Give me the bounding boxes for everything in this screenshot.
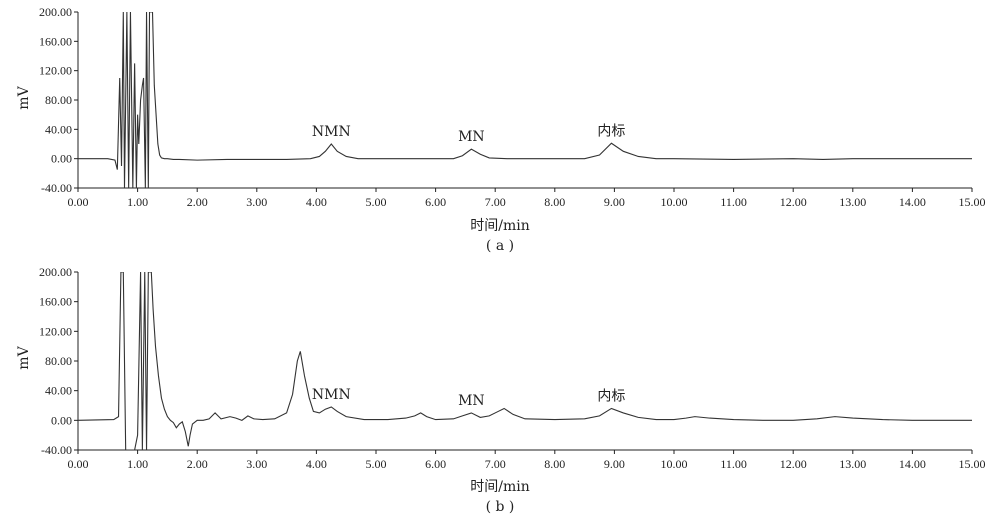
y-tick-label-a: 80.00: [45, 93, 72, 107]
x-tick-label-a: 6.00: [425, 195, 446, 209]
chromatogram-trace-a: [78, 12, 972, 188]
x-tick-label-b: 15.00: [959, 457, 986, 471]
peak-label-b: MN: [458, 393, 485, 409]
x-tick-label-a: 11.00: [720, 195, 747, 209]
peak-label-a: MN: [458, 129, 485, 145]
y-tick-label-a: 160.00: [39, 34, 72, 48]
x-tick-label-b: 9.00: [604, 457, 625, 471]
x-tick-label-b: 3.00: [246, 457, 267, 471]
x-tick-label-b: 1.00: [127, 457, 148, 471]
x-axis-label-a: 时间/min: [470, 218, 530, 234]
y-tick-label-a: 40.00: [45, 122, 72, 136]
peak-label-b: NMN: [312, 387, 351, 403]
chromatogram-trace-b: [78, 272, 972, 450]
y-axis-label-b: mV: [16, 345, 32, 369]
x-tick-label-b: 14.00: [899, 457, 926, 471]
y-axis-label-a: mV: [16, 85, 32, 109]
x-tick-label-b: 13.00: [839, 457, 866, 471]
y-tick-label-b: 0.00: [51, 413, 72, 427]
x-tick-label-b: 2.00: [187, 457, 208, 471]
x-tick-label-b: 5.00: [366, 457, 387, 471]
x-tick-label-a: 5.00: [366, 195, 387, 209]
x-tick-label-b: 4.00: [306, 457, 327, 471]
x-tick-label-b: 6.00: [425, 457, 446, 471]
chromatogram-panel-a: mV 时间/min ( a ) 0.00 1.00 2.00 3.00 4.00 5.00…: [16, 5, 986, 254]
peak-label-a: NMN: [312, 124, 351, 140]
x-axis-label-b: 时间/min: [470, 479, 530, 495]
y-tick-label-a: 200.00: [39, 5, 72, 19]
x-tick-label-a: 9.00: [604, 195, 625, 209]
panel-label-a: ( a ): [486, 238, 514, 254]
x-tick-label-a: 8.00: [544, 195, 565, 209]
y-tick-label-b: -40.00: [41, 443, 72, 457]
x-tick-label-a: 2.00: [187, 195, 208, 209]
x-tick-label-b: 0.00: [68, 457, 89, 471]
x-tick-label-b: 10.00: [661, 457, 688, 471]
x-tick-label-a: 7.00: [485, 195, 506, 209]
x-tick-label-a: 1.00: [127, 195, 148, 209]
y-tick-label-b: 80.00: [45, 354, 72, 368]
x-tick-label-a: 10.00: [661, 195, 688, 209]
y-tick-label-a: -40.00: [41, 181, 72, 195]
x-tick-label-b: 8.00: [544, 457, 565, 471]
y-tick-label-b: 200.00: [39, 265, 72, 279]
chromatogram-panel-b: mV 时间/min ( b ) 0.00 1.00 2.00 3.00 4.00 5.00…: [16, 265, 986, 515]
y-tick-label-b: 40.00: [45, 384, 72, 398]
y-tick-label-a: 120.00: [39, 64, 72, 78]
x-tick-label-a: 12.00: [780, 195, 807, 209]
x-tick-label-a: 13.00: [839, 195, 866, 209]
y-tick-label-b: 160.00: [39, 295, 72, 309]
x-tick-label-b: 12.00: [780, 457, 807, 471]
x-tick-label-a: 4.00: [306, 195, 327, 209]
x-tick-label-b: 7.00: [485, 457, 506, 471]
y-tick-label-a: 0.00: [51, 152, 72, 166]
x-tick-label-a: 15.00: [959, 195, 986, 209]
x-tick-label-a: 14.00: [899, 195, 926, 209]
peak-label-b: 内标: [597, 388, 625, 404]
peak-label-a: 内标: [597, 123, 625, 139]
x-tick-label-a: 0.00: [68, 195, 89, 209]
panel-label-b: ( b ): [486, 499, 515, 515]
x-tick-label-b: 11.00: [720, 457, 747, 471]
x-tick-label-a: 3.00: [246, 195, 267, 209]
y-tick-label-b: 120.00: [39, 324, 72, 338]
